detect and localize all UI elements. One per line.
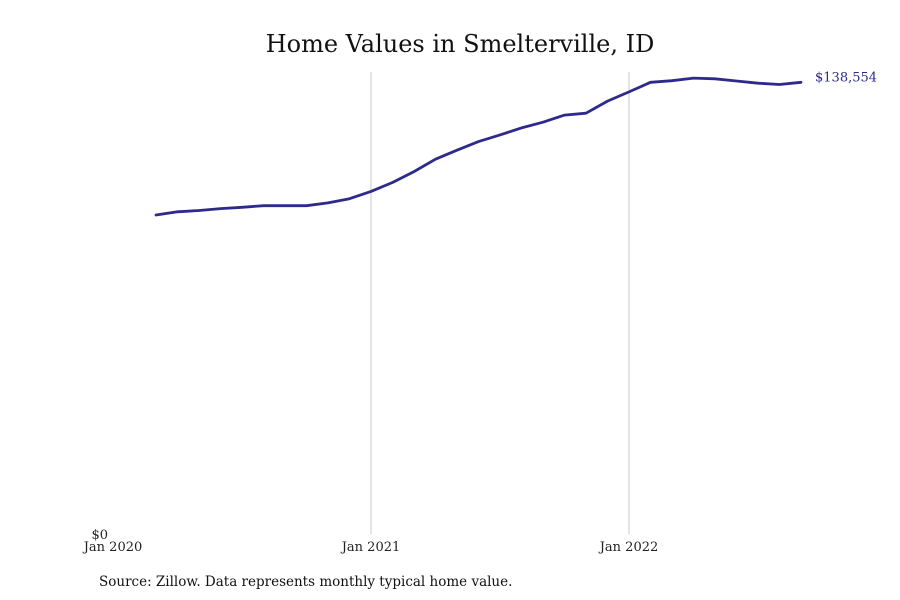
home-value-line <box>154 76 803 217</box>
x-tick-label: Jan 2021 <box>340 540 401 555</box>
gridlines <box>370 72 630 534</box>
x-tick-label: Jan 2022 <box>598 540 659 555</box>
chart-title: Home Values in Smelterville, ID <box>266 30 655 58</box>
x-axis-ticks: Jan 2020 Jan 2021 Jan 2022 <box>82 540 659 555</box>
source-note: Source: Zillow. Data represents monthly … <box>99 574 512 590</box>
series-layer <box>154 76 803 217</box>
x-tick-label: Jan 2020 <box>82 540 143 555</box>
y-axis-ticks: $0 <box>91 528 108 543</box>
end-value-label: $138,554 <box>815 70 877 85</box>
y-tick-label: $0 <box>91 528 108 543</box>
